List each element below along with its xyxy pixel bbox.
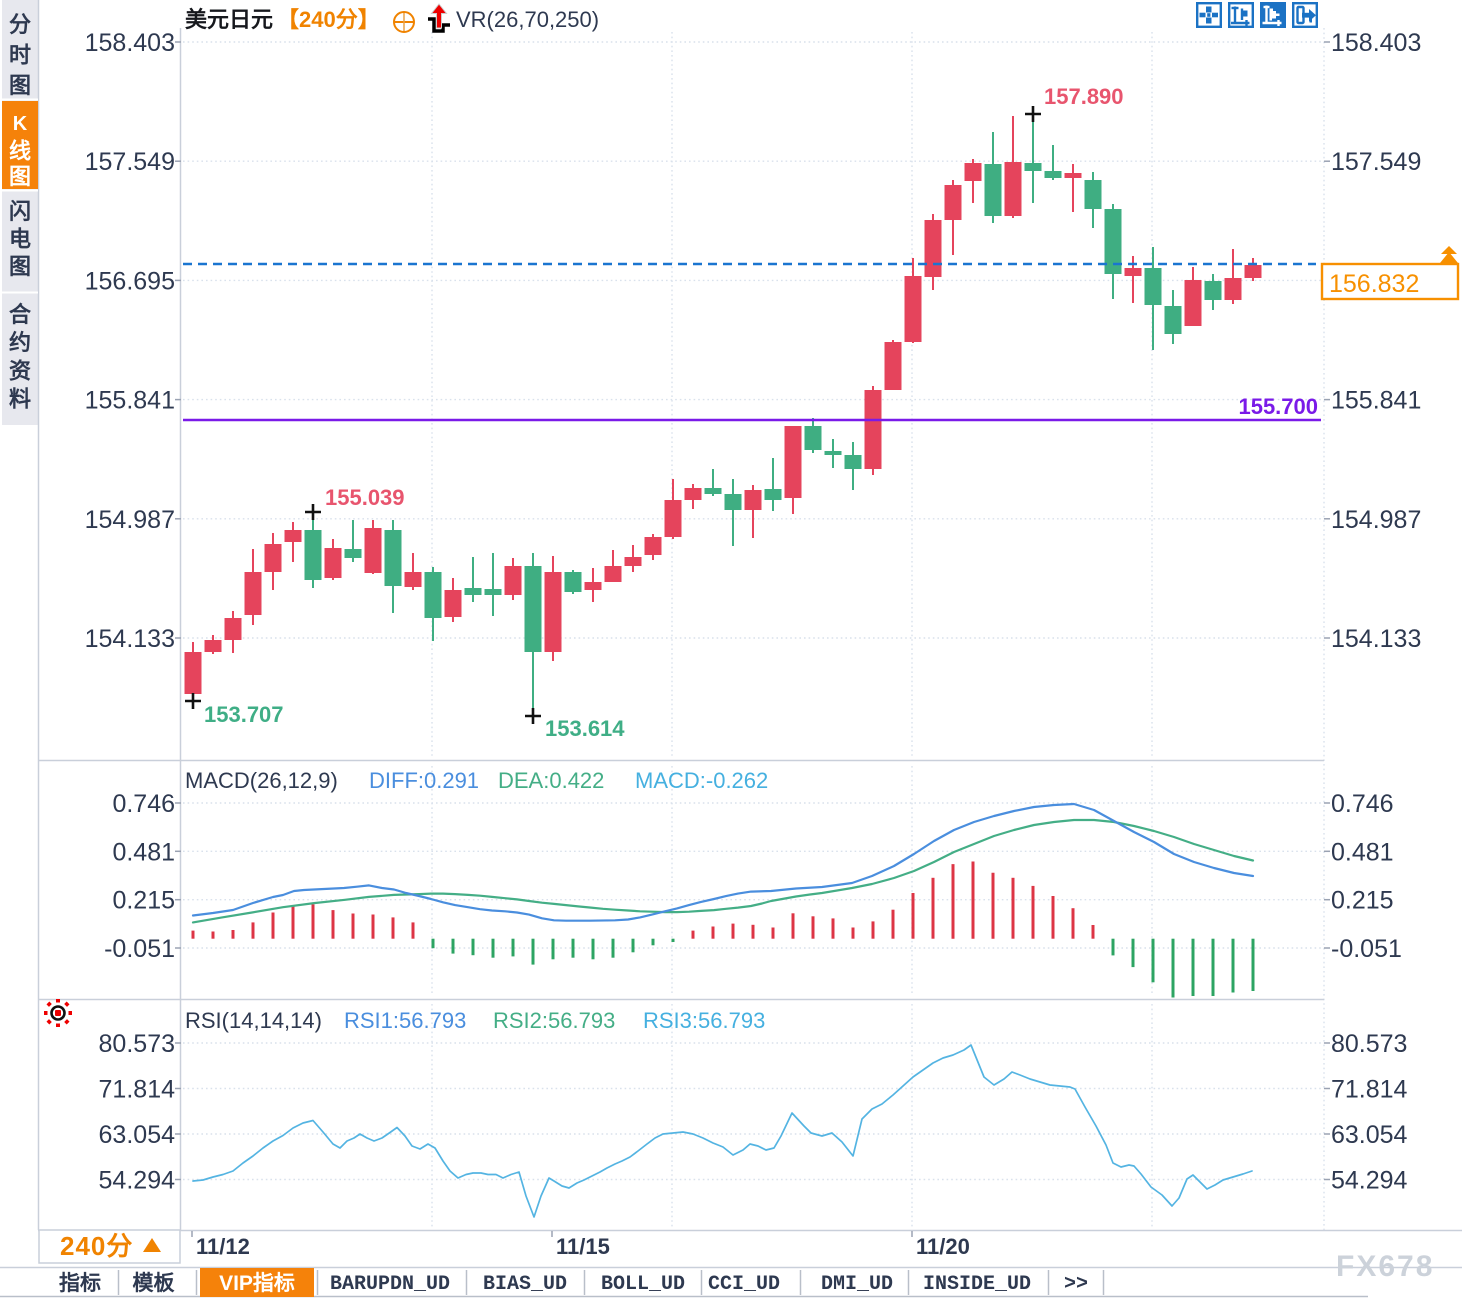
svg-text:BOLL_UD: BOLL_UD [601, 1273, 685, 1296]
svg-text:154.987: 154.987 [85, 506, 175, 534]
svg-text:-0.051: -0.051 [1331, 935, 1402, 963]
svg-text:图: 图 [9, 254, 31, 279]
svg-text:约: 约 [9, 330, 31, 355]
svg-text:11/15: 11/15 [556, 1234, 610, 1259]
svg-text:153.707: 153.707 [204, 702, 284, 727]
svg-text:80.573: 80.573 [1331, 1030, 1407, 1058]
svg-text:线: 线 [9, 139, 31, 164]
svg-text:71.814: 71.814 [1331, 1076, 1408, 1104]
svg-text:RSI2:56.793: RSI2:56.793 [493, 1008, 615, 1033]
svg-text:资: 资 [9, 358, 31, 383]
svg-text:155.841: 155.841 [85, 387, 175, 415]
svg-text:BARUPDN_UD: BARUPDN_UD [330, 1273, 450, 1296]
svg-text:0.746: 0.746 [1331, 790, 1394, 818]
svg-text:美元日元: 美元日元 [185, 7, 273, 32]
svg-text:DIFF:0.291: DIFF:0.291 [369, 768, 479, 793]
svg-text:155.841: 155.841 [1331, 387, 1421, 415]
svg-text:BIAS_UD: BIAS_UD [483, 1273, 567, 1296]
svg-text:闪: 闪 [9, 199, 31, 224]
svg-text:63.054: 63.054 [99, 1121, 176, 1149]
svg-text:0.481: 0.481 [1331, 838, 1394, 866]
svg-text:0.481: 0.481 [112, 838, 175, 866]
svg-text:54.294: 54.294 [99, 1167, 176, 1195]
svg-text:MACD:-0.262: MACD:-0.262 [635, 768, 768, 793]
svg-text:155.039: 155.039 [325, 485, 405, 510]
svg-text:80.573: 80.573 [99, 1030, 175, 1058]
svg-text:MACD(26,12,9): MACD(26,12,9) [185, 768, 338, 793]
svg-text:54.294: 54.294 [1331, 1167, 1408, 1195]
svg-text:158.403: 158.403 [1331, 29, 1421, 57]
svg-text:RSI(14,14,14): RSI(14,14,14) [185, 1008, 322, 1033]
svg-text:0.215: 0.215 [112, 887, 175, 915]
svg-text:指标: 指标 [59, 1271, 101, 1295]
svg-text:157.549: 157.549 [1331, 148, 1421, 176]
svg-text:模板: 模板 [133, 1271, 176, 1295]
svg-text:156.695: 156.695 [85, 267, 175, 295]
svg-text:0.215: 0.215 [1331, 887, 1394, 915]
svg-text:VIP指标: VIP指标 [219, 1271, 295, 1295]
svg-text:11/20: 11/20 [916, 1234, 970, 1259]
svg-text:VR(26,70,250): VR(26,70,250) [456, 7, 599, 32]
svg-text:156.832: 156.832 [1329, 270, 1419, 298]
svg-text:157.549: 157.549 [85, 148, 175, 176]
svg-text:图: 图 [9, 73, 31, 98]
svg-text:DMI_UD: DMI_UD [821, 1273, 893, 1296]
svg-text:K: K [13, 113, 28, 135]
svg-text:63.054: 63.054 [1331, 1121, 1408, 1149]
svg-text:FX678: FX678 [1336, 1250, 1434, 1283]
svg-text:RSI3:56.793: RSI3:56.793 [643, 1008, 765, 1033]
svg-text:11/12: 11/12 [196, 1234, 250, 1259]
svg-text:CCI_UD: CCI_UD [708, 1273, 780, 1296]
svg-text:>>: >> [1064, 1273, 1088, 1296]
svg-text:时: 时 [9, 43, 31, 68]
svg-text:154.133: 154.133 [85, 625, 175, 653]
svg-text:71.814: 71.814 [99, 1076, 176, 1104]
svg-text:157.890: 157.890 [1044, 84, 1124, 109]
svg-text:153.614: 153.614 [545, 716, 625, 741]
svg-text:DEA:0.422: DEA:0.422 [498, 768, 604, 793]
svg-text:155.700: 155.700 [1238, 394, 1318, 419]
svg-text:154.133: 154.133 [1331, 625, 1421, 653]
svg-text:RSI1:56.793: RSI1:56.793 [344, 1008, 466, 1033]
svg-text:图: 图 [9, 164, 31, 189]
svg-text:【240分】: 【240分】 [277, 7, 380, 32]
svg-text:料: 料 [9, 387, 31, 412]
svg-text:电: 电 [9, 227, 31, 252]
svg-text:240分: 240分 [60, 1231, 133, 1261]
svg-text:158.403: 158.403 [85, 29, 175, 57]
svg-text:INSIDE_UD: INSIDE_UD [923, 1273, 1031, 1296]
svg-text:0.746: 0.746 [112, 790, 175, 818]
svg-text:154.987: 154.987 [1331, 506, 1421, 534]
svg-text:合: 合 [9, 302, 32, 327]
svg-text:-0.051: -0.051 [104, 935, 175, 963]
svg-text:分: 分 [9, 12, 31, 37]
